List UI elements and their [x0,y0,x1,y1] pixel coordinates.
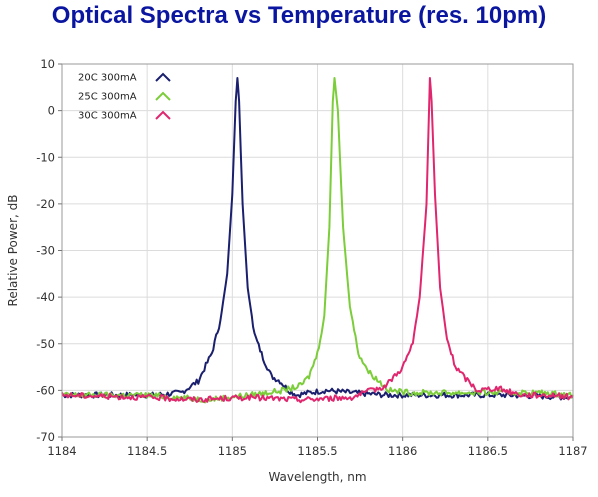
legend-swatch [155,110,171,120]
legend-swatch [155,72,171,82]
legend-label: 30C 300mA [78,111,137,122]
x-axis-label: Wavelength, nm [268,470,366,484]
x-tick-label: 1186 [388,444,417,458]
y-tick-label: -70 [36,430,55,444]
y-tick-label: -20 [36,197,55,211]
y-axis-label: Relative Power, dB [6,195,20,307]
y-tick-label: -10 [36,150,55,164]
x-tick-label: 1184 [47,444,76,458]
y-tick-label: 0 [48,104,55,118]
y-tick-label: -50 [36,337,55,351]
series-layer [61,77,574,404]
legend-label: 25C 300mA [78,92,137,103]
y-tick-label: 10 [40,57,55,71]
axis-ticks: 1184 1184.5 1185 1185.5 1186 1186.5 1187 10 0 -10… [36,57,587,458]
x-tick-label: 1185.5 [297,444,337,458]
x-tick-label: 1185 [218,444,247,458]
legend: 20C 300mA 25C 300mA 30C 300mA [78,72,171,122]
x-tick-label: 1184.5 [127,444,167,458]
series-line-3 [61,77,574,404]
x-tick-label: 1187 [558,444,587,458]
legend-label: 20C 300mA [78,73,137,84]
x-tick-label: 1186.5 [468,444,508,458]
y-tick-label: -30 [36,244,55,258]
y-tick-label: -60 [36,383,55,397]
y-tick-label: -40 [36,290,55,304]
legend-swatch [155,91,171,101]
chart-title: Optical Spectra vs Temperature (res. 10p… [51,2,547,29]
